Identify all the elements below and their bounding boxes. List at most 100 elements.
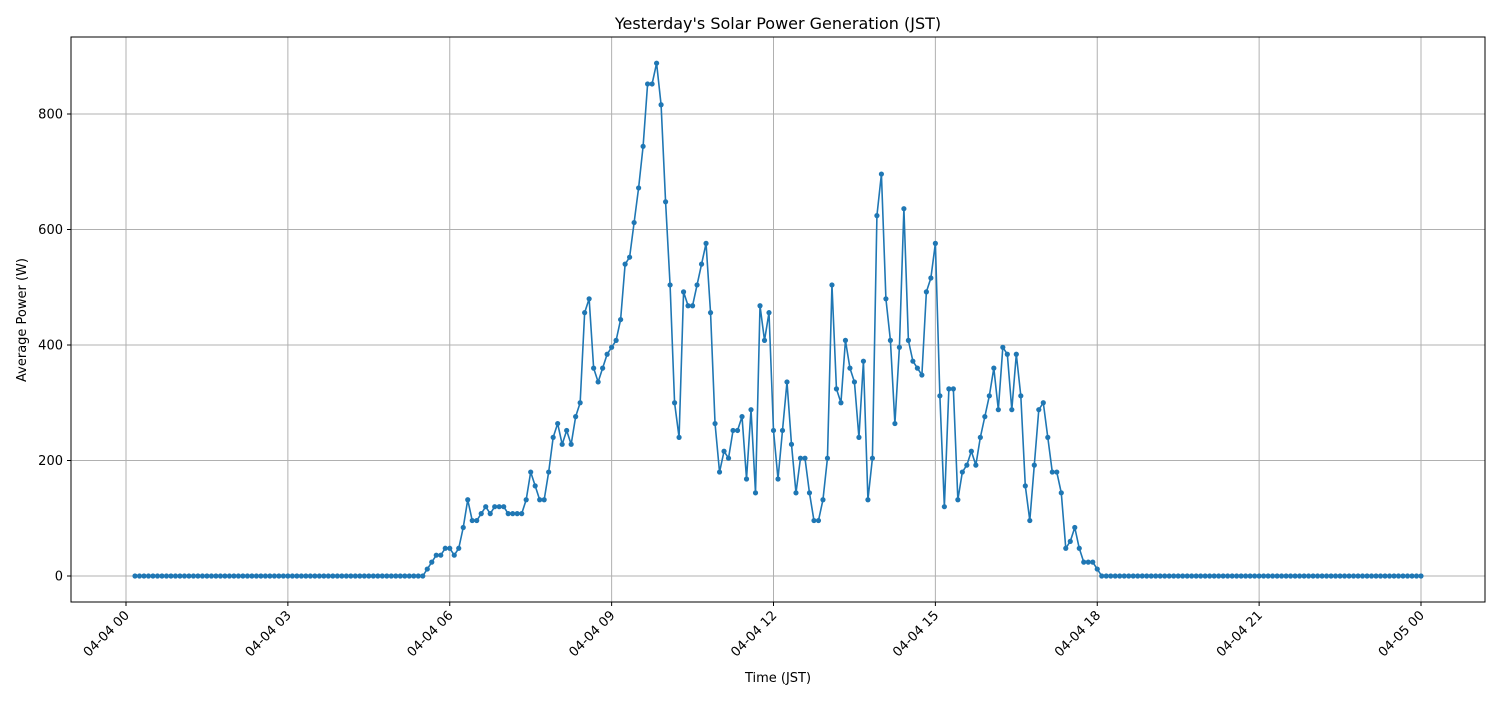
data-point <box>240 573 246 579</box>
data-point <box>1270 573 1276 579</box>
data-point <box>595 379 601 385</box>
data-point <box>874 213 880 219</box>
data-point <box>132 573 138 579</box>
data-point <box>1261 573 1267 579</box>
data-point <box>1112 573 1118 579</box>
data-point <box>622 261 628 267</box>
data-point <box>779 427 786 434</box>
data-point <box>564 427 570 434</box>
data-point <box>1009 407 1015 413</box>
data-point <box>586 296 592 302</box>
data-point <box>604 351 610 357</box>
data-point <box>1036 407 1042 413</box>
data-point <box>649 81 655 87</box>
data-point <box>339 573 345 579</box>
data-point <box>901 206 907 212</box>
data-point <box>208 573 215 579</box>
data-point <box>721 448 727 454</box>
data-point <box>1189 573 1195 579</box>
data-point <box>662 199 669 205</box>
data-point <box>928 275 934 281</box>
data-point <box>253 573 259 579</box>
data-point <box>262 573 268 579</box>
data-point <box>330 573 336 579</box>
data-point <box>195 573 201 579</box>
data-point <box>698 261 705 267</box>
data-point <box>1409 573 1415 579</box>
data-point <box>1247 573 1253 579</box>
data-point <box>1265 573 1271 579</box>
data-point <box>1328 573 1334 579</box>
data-point <box>442 545 448 551</box>
data-point <box>492 504 498 510</box>
data-point <box>510 511 516 517</box>
data-point <box>671 400 678 406</box>
data-point <box>1004 351 1010 357</box>
data-point <box>842 337 849 343</box>
data-point <box>1103 573 1109 579</box>
data-point <box>460 524 466 531</box>
data-point <box>995 407 1001 413</box>
data-point <box>204 573 210 579</box>
data-point <box>1090 559 1096 565</box>
data-point <box>1072 524 1078 531</box>
data-point <box>806 490 813 496</box>
data-point <box>474 517 480 524</box>
data-point <box>878 171 885 177</box>
data-point <box>433 552 439 558</box>
data-point <box>815 517 822 524</box>
data-point <box>1126 573 1132 579</box>
data-point <box>1207 573 1213 579</box>
data-point <box>478 511 484 517</box>
data-point <box>820 497 826 503</box>
data-point <box>991 365 997 371</box>
data-point <box>1049 469 1055 475</box>
y-tick-label: 800 <box>38 108 63 123</box>
data-point <box>1202 573 1208 579</box>
data-point <box>910 358 916 364</box>
data-point <box>833 386 840 392</box>
data-point <box>1018 393 1024 399</box>
data-point <box>1229 573 1235 579</box>
data-point <box>514 511 520 517</box>
data-point <box>1305 573 1312 579</box>
data-point <box>159 573 165 579</box>
data-point <box>811 517 817 524</box>
data-point <box>982 414 988 420</box>
data-point <box>829 282 835 288</box>
data-point <box>1175 573 1181 579</box>
data-point <box>186 573 192 579</box>
data-point <box>667 282 673 288</box>
data-point <box>770 427 777 434</box>
data-point <box>914 365 920 371</box>
data-point <box>258 573 264 579</box>
data-point <box>1166 573 1172 579</box>
data-point <box>375 573 381 579</box>
data-point <box>865 497 871 503</box>
data-point <box>640 143 646 149</box>
data-point <box>546 469 552 475</box>
y-tick-label: 600 <box>38 223 63 238</box>
data-point <box>973 462 979 468</box>
data-point <box>1130 573 1136 579</box>
data-point <box>959 469 965 475</box>
data-point <box>1400 573 1406 579</box>
data-point <box>1022 483 1028 489</box>
data-point <box>725 455 732 461</box>
data-point <box>716 469 723 475</box>
data-point <box>1310 573 1316 579</box>
data-point <box>636 185 642 191</box>
data-point <box>447 545 453 551</box>
y-tick-label: 400 <box>38 339 63 354</box>
plot-frame <box>70 36 1486 603</box>
data-point <box>1350 573 1357 579</box>
data-point <box>712 420 718 427</box>
data-point <box>869 455 876 461</box>
data-point <box>743 476 750 482</box>
data-point <box>1252 573 1258 579</box>
data-point <box>1346 573 1352 579</box>
data-point <box>1225 573 1231 579</box>
data-point <box>689 303 696 309</box>
data-point <box>145 573 152 579</box>
